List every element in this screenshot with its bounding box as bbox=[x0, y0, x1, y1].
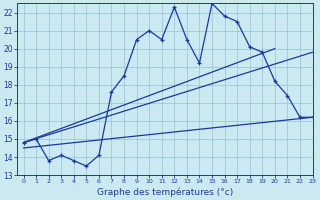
X-axis label: Graphe des températures (°c): Graphe des températures (°c) bbox=[97, 187, 233, 197]
